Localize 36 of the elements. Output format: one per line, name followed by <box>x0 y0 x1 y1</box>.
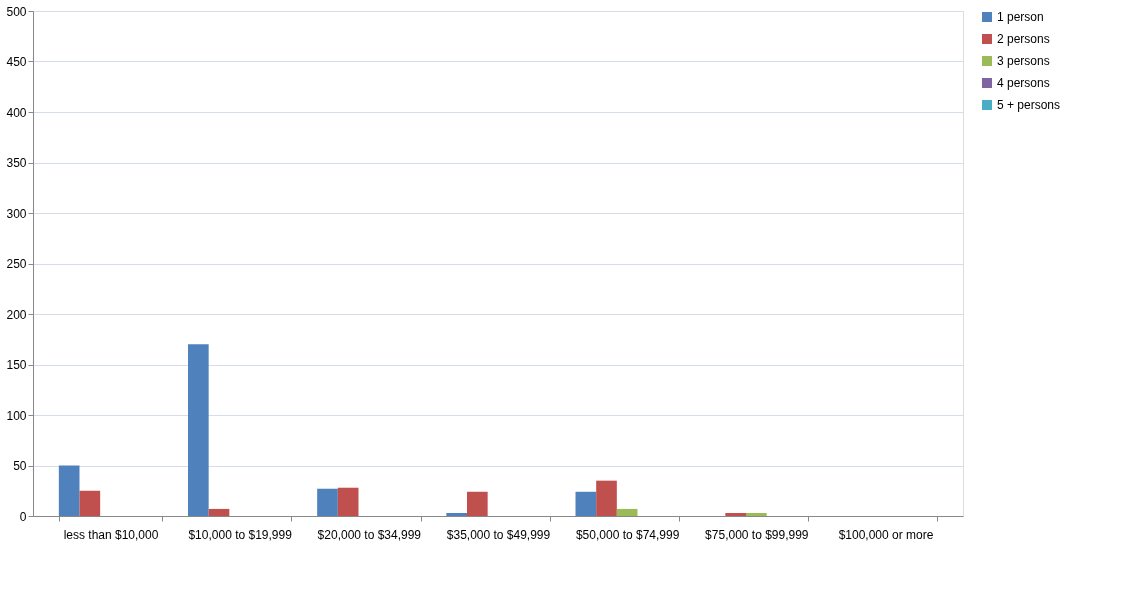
bar <box>575 491 597 516</box>
y-tick-label: 500 <box>6 4 27 19</box>
bar <box>596 480 617 516</box>
y-tick-label: 200 <box>6 307 27 322</box>
bar <box>467 491 488 516</box>
legend-label: 1 person <box>997 10 1044 24</box>
bar <box>746 512 767 516</box>
legend-label: 4 persons <box>997 76 1050 90</box>
bar <box>208 508 230 516</box>
x-tick-label: $35,000 to $49,999 <box>446 527 551 542</box>
bar <box>79 490 101 516</box>
x-tick-label: $20,000 to $34,999 <box>317 527 422 542</box>
legend-label: 2 persons <box>997 32 1050 46</box>
y-tick-label: 400 <box>6 105 27 120</box>
y-tick-label: 50 <box>13 459 27 473</box>
y-tick-label: 250 <box>6 257 27 271</box>
x-tick-label: $75,000 to $99,999 <box>705 527 809 542</box>
bar <box>317 488 338 516</box>
x-tick-label: $10,000 to $19,999 <box>188 527 293 542</box>
bar <box>616 508 638 516</box>
y-tick-label: 350 <box>6 156 27 170</box>
x-tick-label: less than $10,000 <box>63 527 159 542</box>
y-tick-label: 0 <box>19 509 27 524</box>
y-tick-label: 300 <box>6 206 27 221</box>
y-tick-label: 150 <box>6 358 27 372</box>
bar <box>725 512 746 516</box>
bar <box>188 344 209 516</box>
legend-label: 3 persons <box>997 54 1050 68</box>
legend-label: 5 + persons <box>997 98 1061 112</box>
x-tick-label: $50,000 to $74,999 <box>575 527 680 542</box>
bar <box>337 487 359 516</box>
x-tick-label: $100,000 or more <box>838 527 934 542</box>
y-tick-label: 450 <box>6 55 27 69</box>
y-tick-label: 100 <box>6 408 27 423</box>
bar <box>58 465 80 516</box>
bar <box>446 512 467 516</box>
